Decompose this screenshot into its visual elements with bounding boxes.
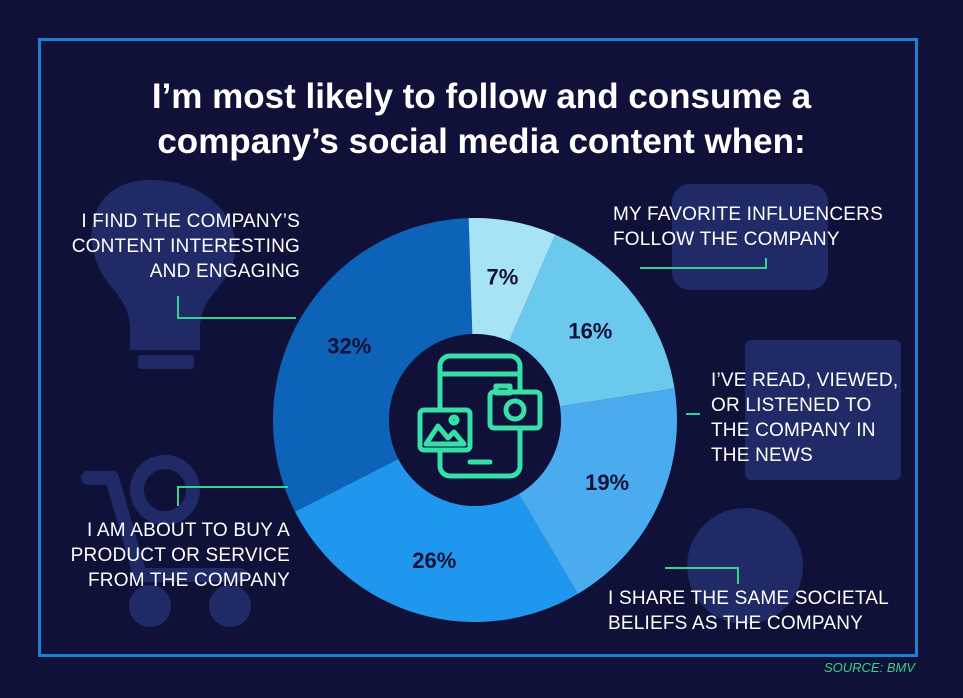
smartphone-camera-photo-icon — [417, 353, 543, 479]
label-news: I’VE READ, VIEWED, OR LISTENED TO THE CO… — [711, 368, 911, 468]
leader-line — [665, 567, 739, 584]
label-line: I’VE READ, VIEWED, — [711, 370, 899, 391]
newspaper-icon — [745, 340, 901, 480]
title-line-2: company’s social media content when: — [157, 122, 806, 161]
chart-frame — [38, 38, 918, 657]
slice-societal-beliefs — [518, 388, 677, 594]
slice-influencers — [468, 218, 556, 342]
label-line: I AM ABOUT TO BUY A — [86, 520, 290, 541]
label-line: I SHARE THE SAME SOCIETAL — [608, 588, 889, 609]
leader-line — [177, 486, 288, 506]
value-label: 19% — [585, 470, 629, 495]
title-line-1: I’m most likely to follow and consume a — [151, 77, 812, 116]
chart-title: I’m most likely to follow and consume a … — [0, 74, 963, 164]
label-societal-beliefs: I SHARE THE SAME SOCIETAL BELIEFS AS THE… — [608, 586, 908, 636]
lightbulb-brain-icon — [91, 180, 236, 369]
value-label: 16% — [568, 319, 612, 344]
label-line: OR LISTENED TO — [711, 395, 872, 416]
slice-interesting-engaging — [272, 218, 473, 512]
source-note: SOURCE: BMV — [823, 660, 915, 675]
label-line: AND ENGAGING — [149, 261, 300, 282]
shopping-cart-icon — [81, 455, 251, 627]
leader-line — [177, 296, 296, 319]
label-line: THE COMPANY IN — [711, 420, 876, 441]
label-influencers: MY FAVORITE INFLUENCERS FOLLOW THE COMPA… — [613, 202, 913, 252]
label-line: PRODUCT OR SERVICE — [70, 545, 290, 566]
label-line: FOLLOW THE COMPANY — [613, 229, 840, 250]
linkedin-icon — [687, 508, 803, 624]
value-label: 32% — [327, 334, 371, 359]
slice-about-to-buy — [295, 459, 578, 622]
label-about-to-buy: I AM ABOUT TO BUY A PRODUCT OR SERVICE F… — [47, 518, 290, 593]
leader-line — [640, 258, 767, 269]
background-icons — [81, 180, 901, 627]
label-line: THE NEWS — [711, 445, 813, 466]
label-interesting-engaging: I FIND THE COMPANY’S CONTENT INTERESTING… — [57, 209, 300, 284]
donut-slices — [272, 218, 677, 622]
value-labels: 32% 7% 16% 19% 26% — [327, 265, 629, 574]
label-line: FROM THE COMPANY — [87, 570, 290, 591]
label-line: BELIEFS AS THE COMPANY — [608, 613, 863, 634]
slice-news — [509, 234, 675, 407]
video-play-icon — [672, 184, 828, 290]
leader-lines — [177, 258, 767, 584]
value-label: 26% — [412, 548, 456, 573]
label-line: I FIND THE COMPANY’S — [81, 211, 300, 232]
label-line: CONTENT INTERESTING — [71, 236, 300, 257]
label-line: MY FAVORITE INFLUENCERS — [613, 204, 883, 225]
value-label: 7% — [486, 265, 518, 290]
